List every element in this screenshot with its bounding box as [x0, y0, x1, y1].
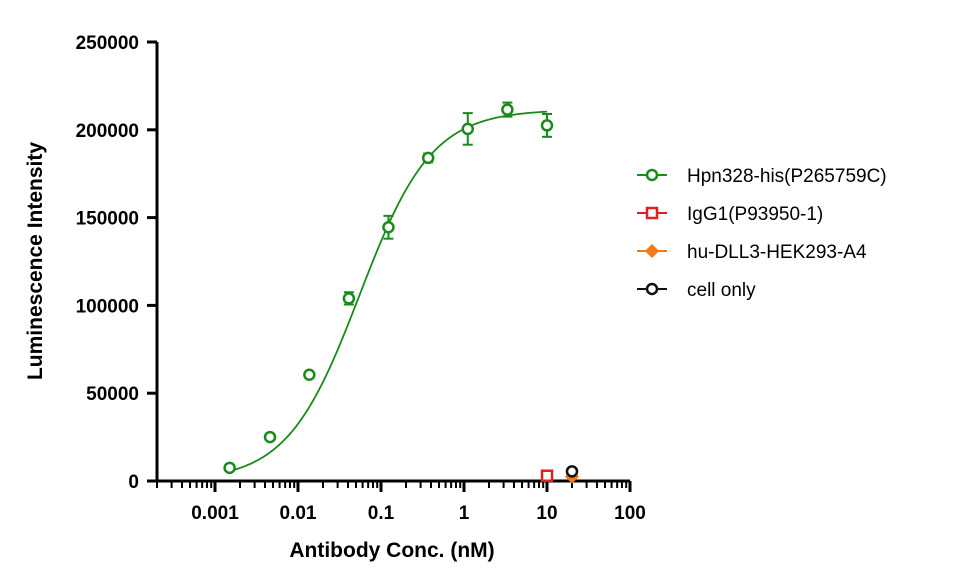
data-points	[223, 101, 580, 484]
legend: Hpn328-his(P265759C) IgG1(P93950-1) hu-DLL…	[637, 166, 887, 301]
fit-curves	[229, 110, 548, 473]
legend-marker	[644, 243, 660, 259]
data-point	[263, 430, 277, 444]
data-point	[342, 292, 356, 305]
x-axis-title: Antibody Conc. (nM)	[289, 539, 494, 562]
legend-item: cell only	[637, 280, 756, 301]
fit-curve	[229, 110, 548, 473]
legend-marker	[645, 282, 659, 296]
legend-marker	[645, 206, 659, 220]
y-tick-label: 50000	[86, 384, 139, 405]
legend-label: Hpn328-his(P265759C)	[687, 166, 887, 187]
data-point	[501, 103, 514, 116]
legend-item: Hpn328-his(P265759C)	[637, 166, 887, 187]
data-point	[382, 221, 395, 234]
legend-item: IgG1(P93950-1)	[637, 204, 823, 225]
x-tick-label: 1	[459, 503, 470, 524]
legend-item: hu-DLL3-HEK293-A4	[637, 242, 867, 263]
legend-marker	[645, 168, 659, 182]
data-point	[461, 122, 475, 136]
y-tick-label: 200000	[76, 121, 139, 142]
y-tick-label: 100000	[76, 296, 139, 317]
x-tick-label: 0.1	[368, 503, 395, 524]
data-point	[223, 461, 236, 475]
data-point	[540, 469, 554, 482]
x-tick-label: 0.01	[280, 503, 317, 524]
y-tick-label: 0	[128, 472, 139, 493]
x-tick-label: 100	[614, 503, 646, 524]
legend-label: hu-DLL3-HEK293-A4	[687, 242, 867, 263]
y-tick-label: 250000	[76, 33, 139, 54]
axes: 0 50000 100000 150000 200000 250000 0.001 0.01 0…	[76, 33, 646, 524]
y-tick-label: 150000	[76, 209, 139, 230]
data-point	[303, 368, 316, 382]
data-point	[421, 151, 435, 165]
legend-label: cell only	[687, 280, 756, 301]
x-tick-label: 0.001	[191, 503, 239, 524]
y-axis-title: Luminescence Intensity	[24, 142, 47, 380]
x-tick-label: 10	[536, 503, 557, 524]
data-point	[540, 119, 554, 132]
legend-label: IgG1(P93950-1)	[687, 204, 823, 225]
data-point	[565, 465, 579, 478]
